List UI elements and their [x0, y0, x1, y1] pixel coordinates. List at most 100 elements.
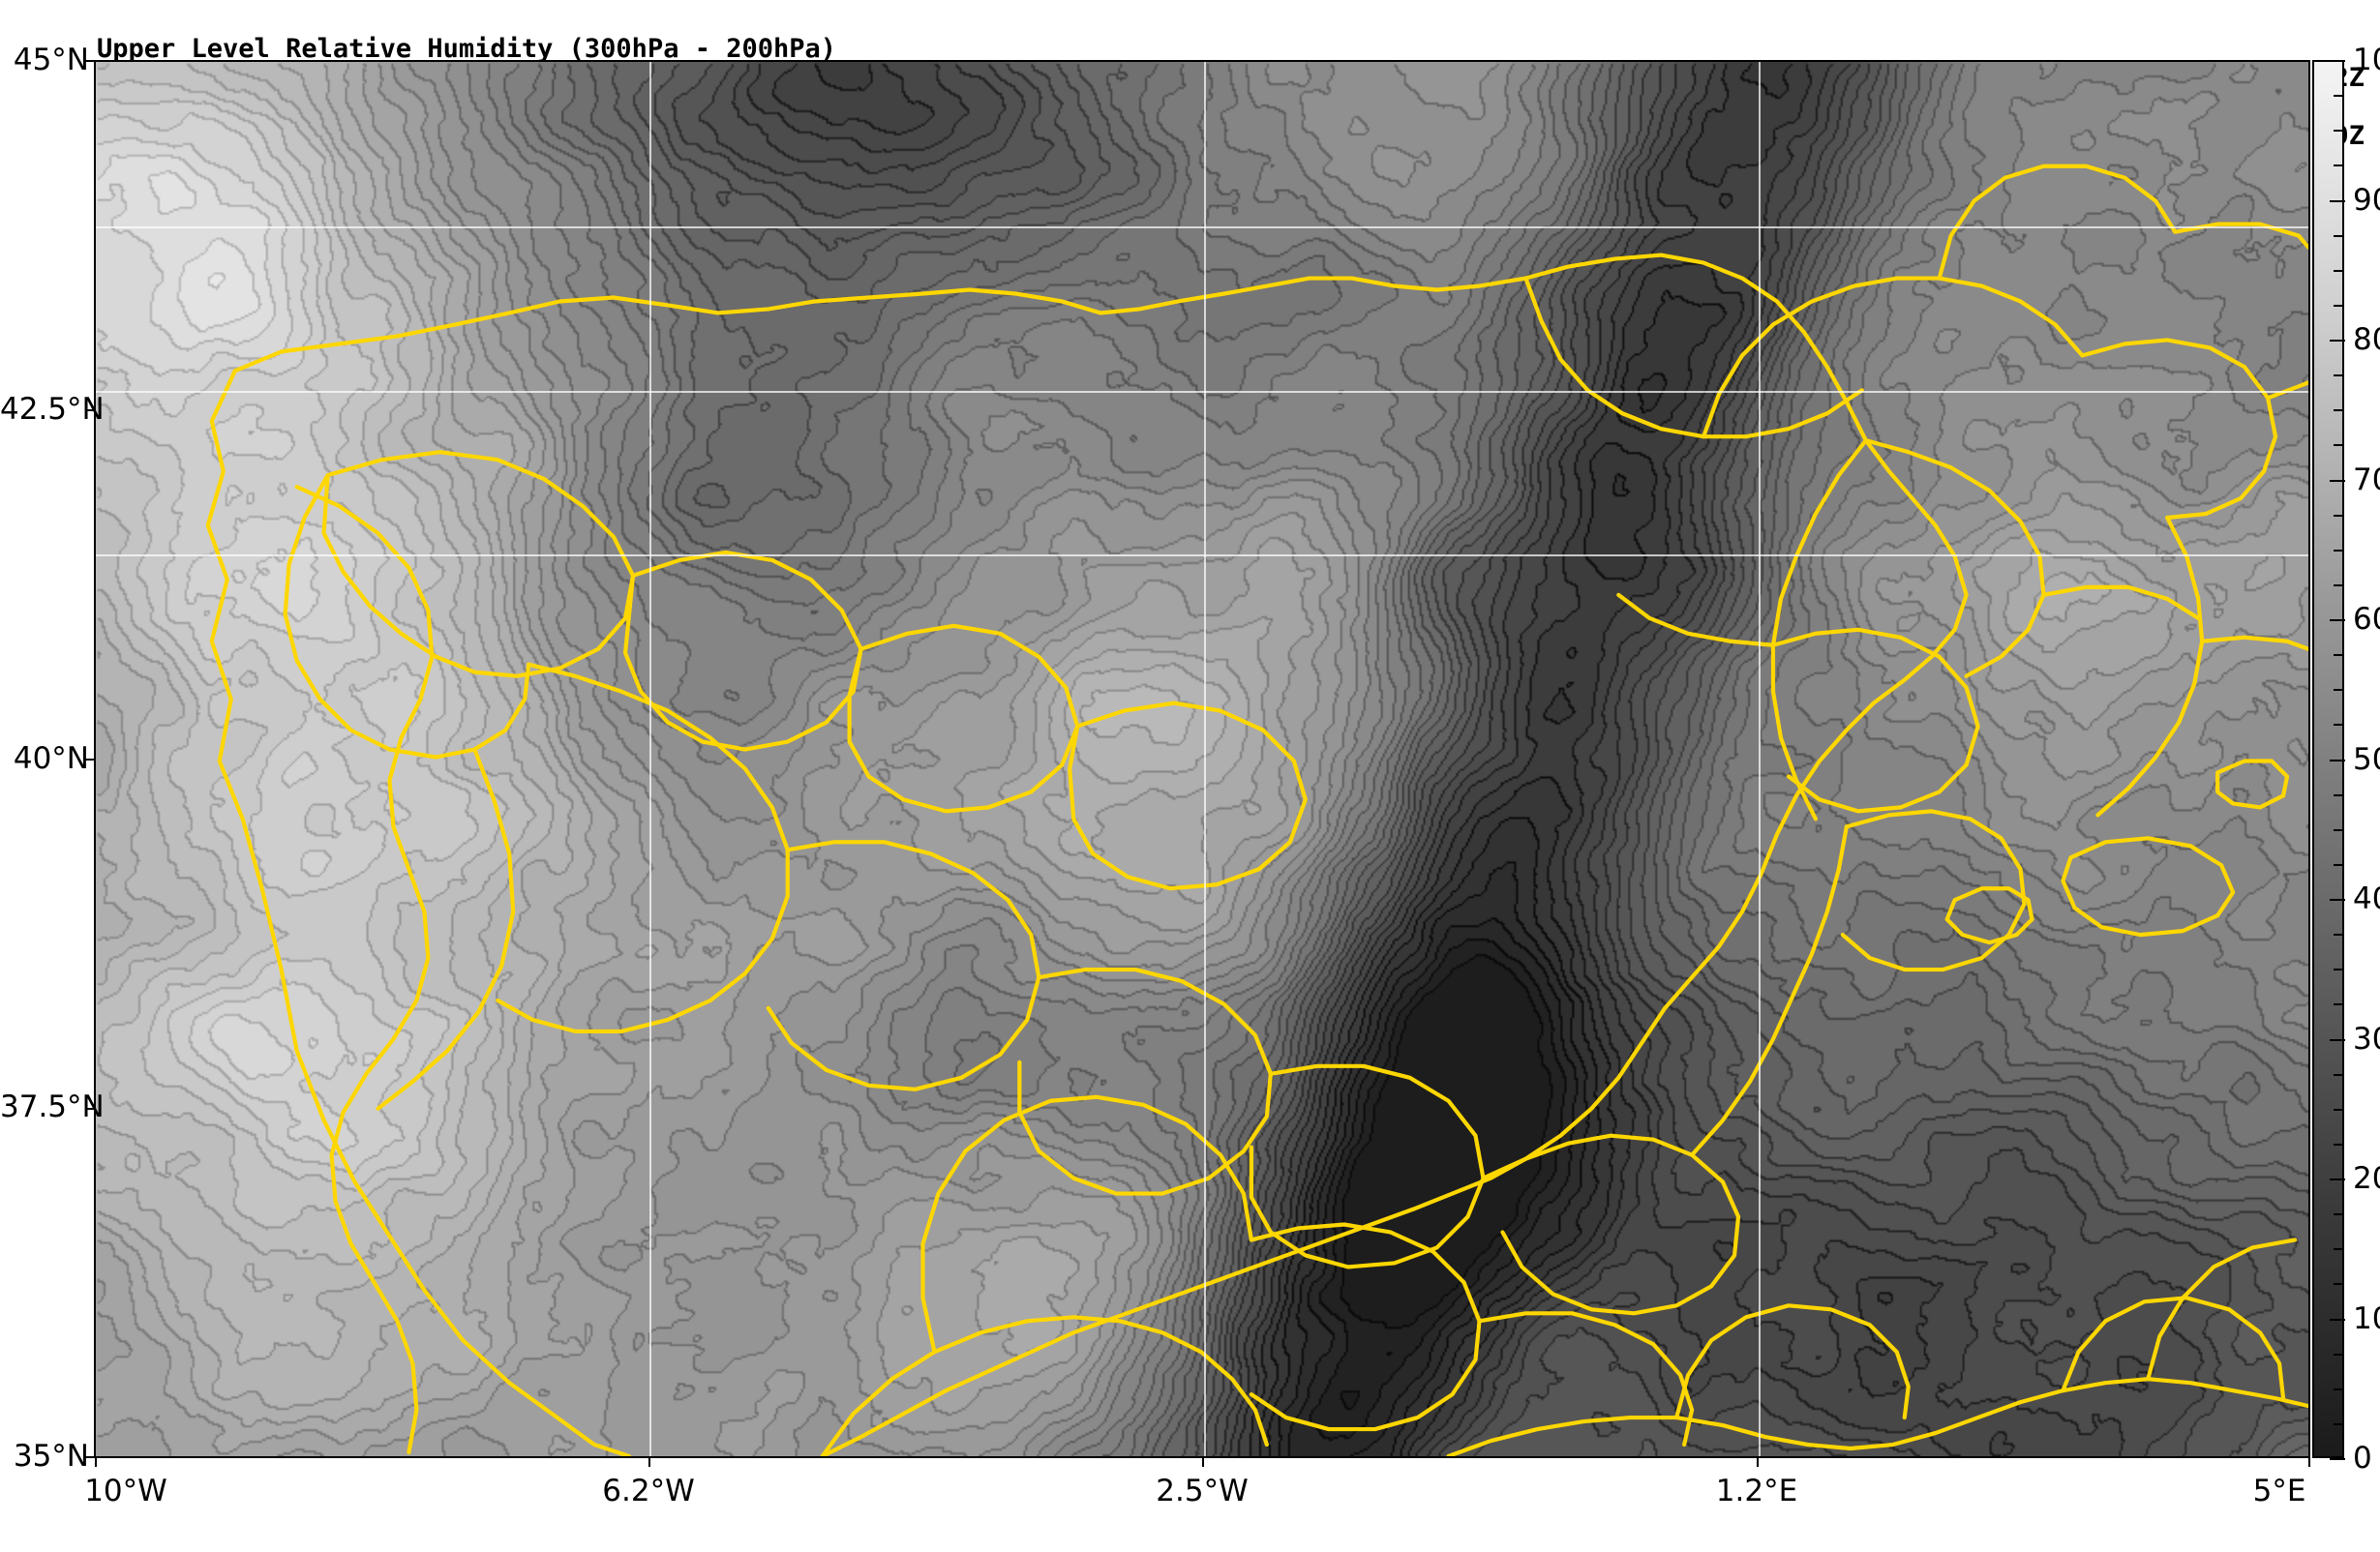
border-path-11	[766, 840, 1041, 1091]
humidity-map-panel[interactable]	[94, 60, 2310, 1458]
border-path-26	[1446, 1377, 2308, 1456]
border-path-9	[376, 747, 516, 1111]
border-path-22	[1477, 1311, 1695, 1448]
colorbar-minor-tick	[2334, 234, 2344, 237]
border-path-10	[496, 662, 790, 1034]
colorbar-label-10: 10	[2353, 1300, 2380, 1336]
colorbar-minor-tick	[2334, 1353, 2344, 1356]
colorbar-minor-tick	[2334, 1388, 2344, 1390]
humidity-field-raster	[96, 62, 2308, 1456]
colorbar-label-70: 70	[2353, 462, 2380, 497]
colorbar-minor-tick	[2334, 828, 2344, 831]
border-path-30	[1523, 276, 1864, 439]
colorbar-major-tick-90	[2330, 199, 2345, 202]
colorbar-label-60: 60	[2353, 602, 2380, 637]
colorbar-minor-tick	[2334, 689, 2344, 692]
colorbar-label-20: 20	[2353, 1161, 2380, 1196]
chart-title: Upper Level Relative Humidity (300hPa - …	[97, 34, 837, 64]
border-path-33	[1863, 438, 2046, 678]
border-path-13	[1249, 1063, 1486, 1269]
colorbar-label-90: 90	[2353, 182, 2380, 218]
colorbar-minor-tick	[2334, 549, 2344, 552]
chart-header: Upper Level Relative Humidity (300hPa - …	[0, 0, 2380, 151]
ytick-label-40n: 40°N	[13, 741, 89, 776]
border-path-38	[2265, 380, 2308, 401]
border-path-3	[820, 438, 1969, 1456]
colorbar-minor-tick	[2334, 654, 2344, 657]
colorbar-minor-tick	[2334, 1108, 2344, 1111]
border-path-20	[920, 1094, 1254, 1355]
ytick-label-45n: 45°N	[13, 43, 89, 77]
colorbar-minor-tick	[2334, 374, 2344, 377]
colorbar-minor-tick	[2334, 269, 2344, 272]
colorbar-major-tick-100	[2330, 60, 2345, 62]
colorbar-minor-tick	[2334, 1213, 2344, 1216]
border-path-21	[1249, 1222, 1482, 1432]
colorbar-minor-tick	[2334, 583, 2344, 586]
xtick-label-6-2w: 6.2°W	[602, 1474, 695, 1508]
gridline-lon-2-5w	[1204, 62, 1206, 1456]
border-path-5	[622, 550, 863, 752]
colorbar-minor-tick	[2334, 444, 2344, 447]
ytick-mark-40n	[85, 759, 94, 761]
colorbar-minor-tick	[2334, 409, 2344, 412]
border-path-25	[2215, 759, 2290, 810]
ytick-mark-45n	[85, 60, 94, 62]
colorbar-major-tick-0	[2330, 1458, 2345, 1460]
colorbar-minor-tick	[2334, 95, 2344, 98]
colorbar-minor-tick	[2334, 304, 2344, 307]
xtick-mark-5e	[2308, 1458, 2310, 1467]
colorbar-minor-tick	[2334, 514, 2344, 517]
colorbar-minor-tick	[2334, 1143, 2344, 1146]
border-path-29	[2146, 1238, 2298, 1382]
ytick-label-42-5n: 42.5°N	[0, 392, 105, 427]
colorbar-label-30: 30	[2353, 1021, 2380, 1057]
colorbar-minor-tick	[2334, 863, 2344, 866]
colorbar-major-tick-10	[2330, 1318, 2345, 1321]
xtick-label-5e: 5°E	[2252, 1474, 2306, 1508]
border-path-1	[232, 287, 1103, 373]
colorbar-minor-tick	[2334, 1422, 2344, 1425]
border-path-19	[820, 1315, 1269, 1456]
border-path-37	[2041, 584, 2201, 620]
border-path-12	[1017, 967, 1273, 1196]
border-path-7	[1068, 701, 1308, 891]
colorbar-minor-tick	[2334, 1248, 2344, 1251]
colorbar-minor-tick	[2334, 934, 2344, 937]
colorbar-major-tick-70	[2330, 479, 2345, 482]
border-path-34	[2095, 515, 2205, 818]
border-path-14	[1481, 1133, 1741, 1316]
xtick-label-10w: 10°W	[84, 1474, 167, 1508]
xtick-label-2-5w: 2.5°W	[1156, 1474, 1249, 1508]
header-row-top: Upper Level Relative Humidity (300hPa - …	[97, 6, 2370, 93]
ytick-mark-35n	[85, 1456, 94, 1458]
colorbar-major-tick-50	[2330, 759, 2345, 761]
border-path-4	[321, 450, 636, 678]
ytick-mark-42-5n	[85, 409, 94, 411]
border-path-24	[1944, 886, 2034, 945]
xtick-mark-1-2e	[1757, 1458, 1759, 1467]
colorbar-major-tick-30	[2330, 1038, 2345, 1041]
border-path-35	[1937, 164, 2178, 281]
xtick-mark-10w	[95, 1458, 97, 1467]
colorbar-major-tick-60	[2330, 619, 2345, 621]
border-path-27	[1674, 1303, 1911, 1420]
map-overlay-vectors	[205, 164, 2308, 1456]
ytick-label-35n: 35°N	[13, 1439, 89, 1474]
colorbar-minor-tick	[2334, 1073, 2344, 1076]
xtick-mark-6-2w	[648, 1458, 650, 1467]
colorbar-minor-tick	[2334, 1003, 2344, 1006]
colorbar-label-0: 0	[2353, 1441, 2372, 1476]
border-path-17	[1770, 438, 1868, 821]
ytick-label-37-5n: 37.5°N	[0, 1089, 105, 1124]
colorbar-minor-tick	[2334, 130, 2344, 133]
colorbar-label-50: 50	[2353, 741, 2380, 777]
colorbar-major-tick-40	[2330, 899, 2345, 901]
administrative-borders	[205, 164, 2308, 1456]
border-path-32	[2080, 338, 2278, 521]
border-path-15	[1690, 824, 1849, 1157]
border-path-39	[2200, 635, 2308, 651]
border-path-6	[847, 623, 1080, 814]
border-path-8	[283, 473, 531, 760]
colorbar-minor-tick	[2334, 724, 2344, 727]
